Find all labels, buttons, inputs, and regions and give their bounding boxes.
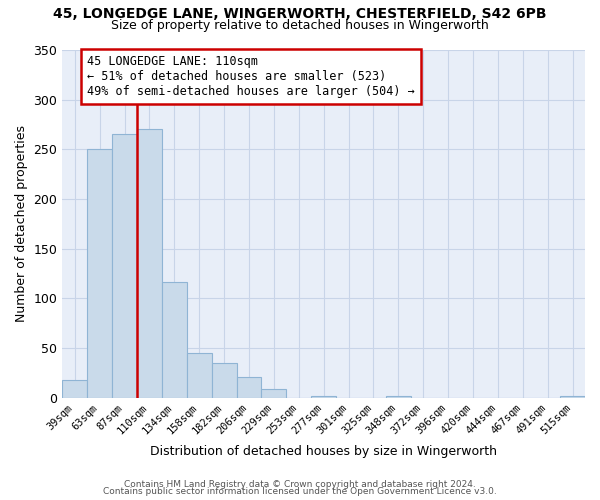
Bar bbox=[311, 396, 336, 398]
Y-axis label: Number of detached properties: Number of detached properties bbox=[15, 126, 28, 322]
Bar bbox=[212, 363, 236, 398]
Bar bbox=[236, 377, 262, 398]
Bar bbox=[62, 380, 87, 398]
Text: Size of property relative to detached houses in Wingerworth: Size of property relative to detached ho… bbox=[111, 18, 489, 32]
Text: Contains HM Land Registry data © Crown copyright and database right 2024.: Contains HM Land Registry data © Crown c… bbox=[124, 480, 476, 489]
Bar bbox=[262, 389, 286, 398]
Bar bbox=[87, 150, 112, 398]
Bar bbox=[137, 130, 162, 398]
Bar bbox=[386, 396, 411, 398]
Text: 45, LONGEDGE LANE, WINGERWORTH, CHESTERFIELD, S42 6PB: 45, LONGEDGE LANE, WINGERWORTH, CHESTERF… bbox=[53, 8, 547, 22]
Text: Contains public sector information licensed under the Open Government Licence v3: Contains public sector information licen… bbox=[103, 487, 497, 496]
X-axis label: Distribution of detached houses by size in Wingerworth: Distribution of detached houses by size … bbox=[150, 444, 497, 458]
Bar bbox=[162, 282, 187, 398]
Text: 45 LONGEDGE LANE: 110sqm
← 51% of detached houses are smaller (523)
49% of semi-: 45 LONGEDGE LANE: 110sqm ← 51% of detach… bbox=[87, 55, 415, 98]
Bar bbox=[112, 134, 137, 398]
Bar bbox=[560, 396, 585, 398]
Bar bbox=[187, 353, 212, 398]
